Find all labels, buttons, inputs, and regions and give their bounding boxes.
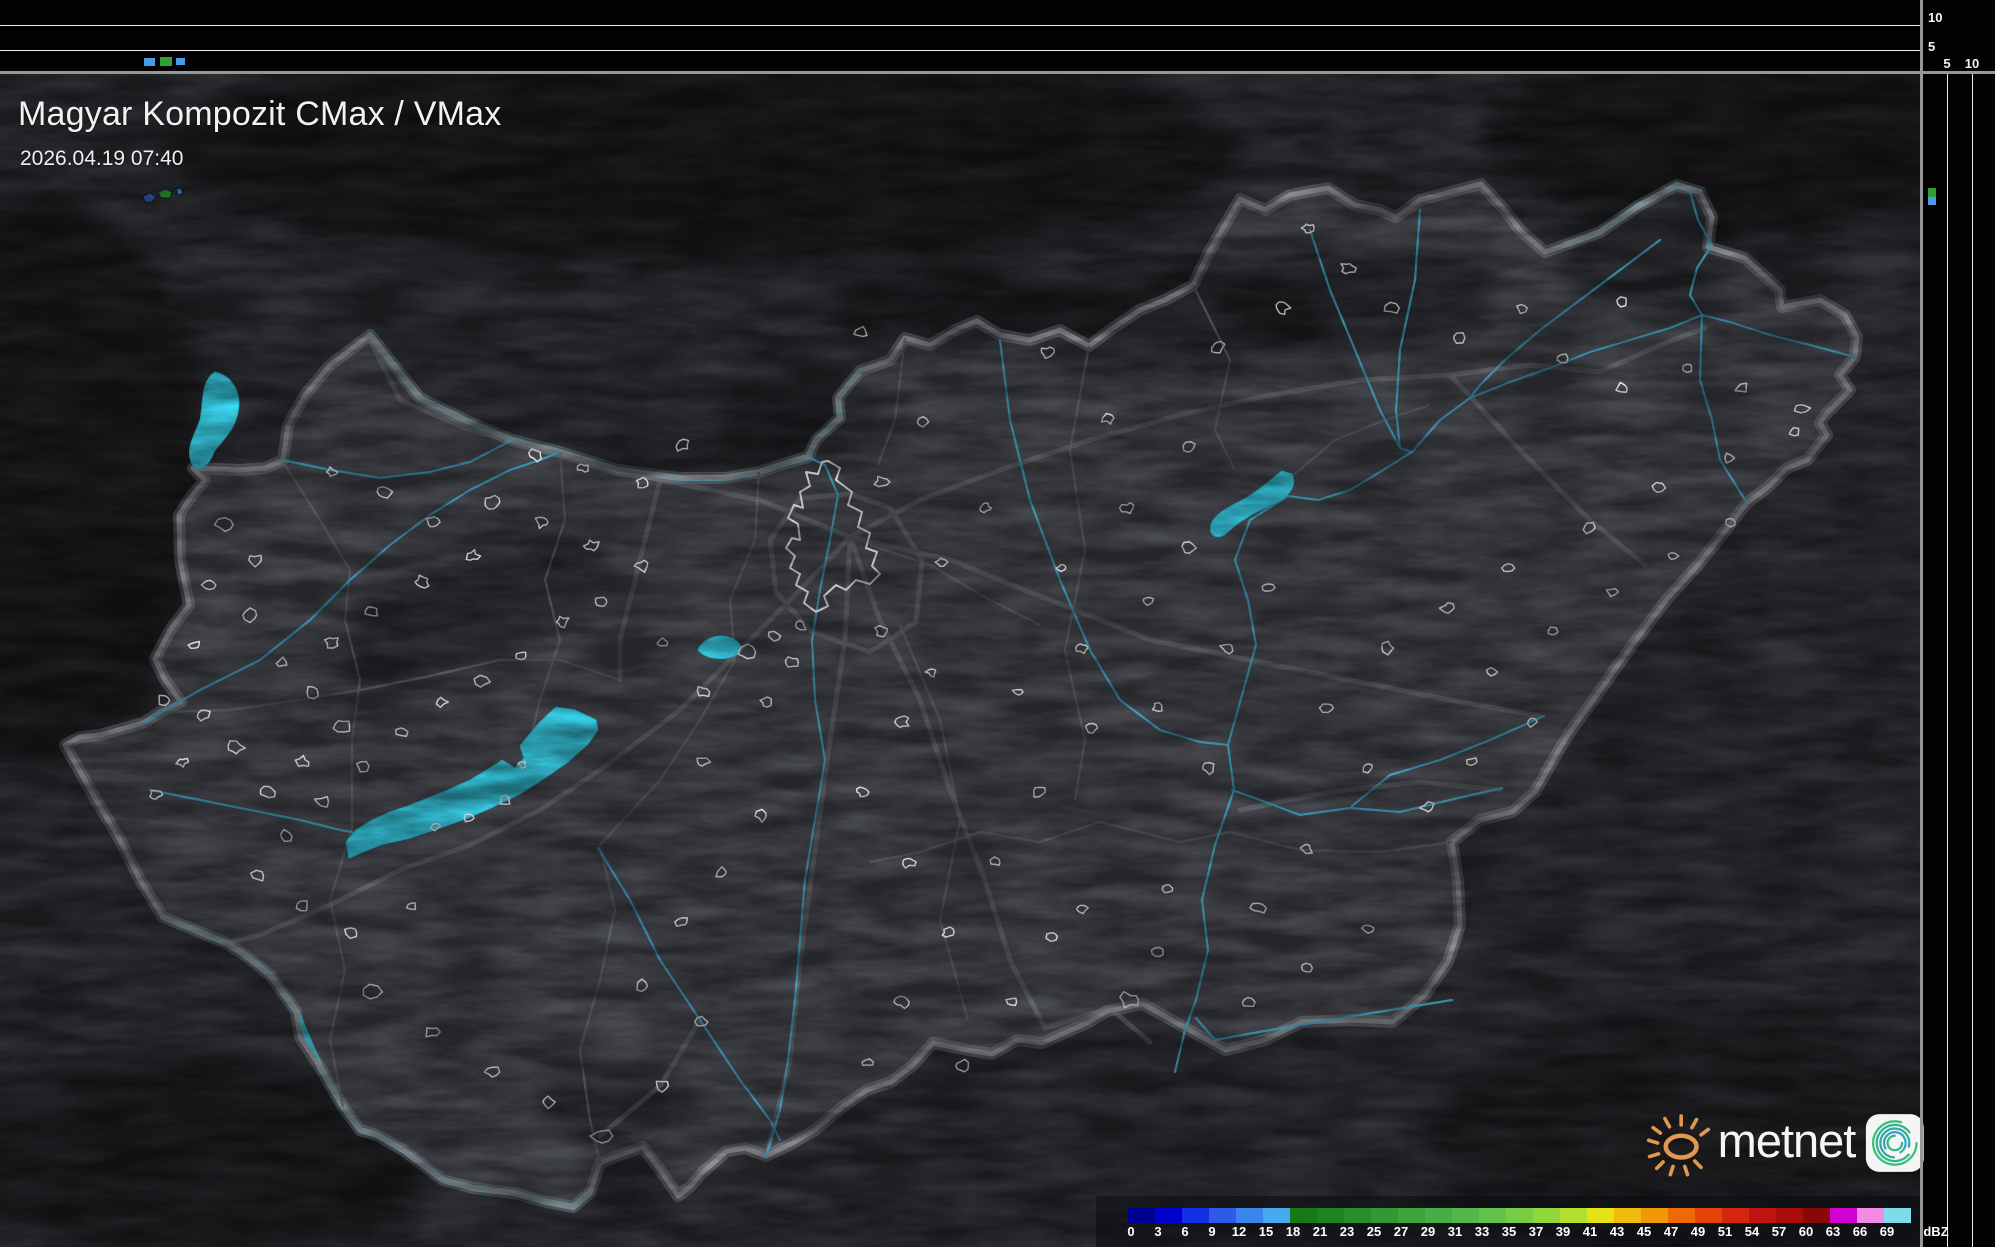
colorbar-cell — [1317, 1208, 1344, 1223]
top-profile-panel — [0, 0, 1920, 72]
colorbar-cell — [1884, 1208, 1911, 1223]
colorbar-cell — [1209, 1208, 1236, 1223]
page-title: Magyar Kompozit CMax / VMax — [18, 95, 502, 133]
colorbar-cell — [1155, 1208, 1182, 1223]
top-profile-echo-green — [160, 57, 172, 66]
colorbar-cell — [1668, 1208, 1695, 1223]
radar-map — [0, 35, 1995, 1247]
top-profile-axis-label-5: 5 — [1928, 39, 1936, 54]
colorbar-cell — [1830, 1208, 1857, 1223]
colorbar-tick-label: 18 — [1285, 1224, 1301, 1239]
sun-icon — [1646, 1114, 1711, 1177]
colorbar-tick-label: 57 — [1771, 1224, 1787, 1239]
terrain-texture — [0, 72, 1920, 1247]
colorbar-cell — [1776, 1208, 1803, 1223]
top-profile-echo-blue — [144, 58, 155, 66]
colorbar-cell — [1236, 1208, 1263, 1223]
colorbar-tick-label: 25 — [1366, 1224, 1382, 1239]
colorbar-tick-label: 12 — [1231, 1224, 1247, 1239]
colorbar-tick-label: 0 — [1127, 1224, 1135, 1239]
colorbar-tick-label: 43 — [1609, 1224, 1625, 1239]
colorbar-cell — [1344, 1208, 1371, 1223]
colorbar-tick-label: 9 — [1208, 1224, 1216, 1239]
colorbar-cell — [1506, 1208, 1533, 1223]
colorbar-cell — [1533, 1208, 1560, 1223]
colorbar-cell — [1641, 1208, 1668, 1223]
colorbar-cell — [1371, 1208, 1398, 1223]
colorbar-tick-label: 66 — [1852, 1224, 1868, 1239]
colorbar-unit-label: dBZ — [1923, 1224, 1949, 1239]
colorbar-tick-label: 15 — [1258, 1224, 1274, 1239]
colorbar-cell — [1128, 1208, 1155, 1223]
colorbar-tick-label: 54 — [1744, 1224, 1760, 1239]
colorbar-tick-label: 29 — [1420, 1224, 1436, 1239]
colorbar-cell — [1695, 1208, 1722, 1223]
colorbar-tick-label: 63 — [1825, 1224, 1841, 1239]
colorbar-cell — [1479, 1208, 1506, 1223]
colorbar-tick-label: 51 — [1717, 1224, 1733, 1239]
right-profile-gridline-10km — [1972, 74, 1973, 1247]
right-profile-echo-green — [1928, 188, 1936, 197]
colorbar-cell — [1263, 1208, 1290, 1223]
right-profile-gridline-5km — [1947, 74, 1948, 1247]
colorbar-tick-label: 35 — [1501, 1224, 1517, 1239]
colorbar-cell — [1560, 1208, 1587, 1223]
colorbar-tick-label: 31 — [1447, 1224, 1463, 1239]
colorbar-tick-label: 39 — [1555, 1224, 1571, 1239]
top-profile-axis-label-10: 10 — [1928, 10, 1943, 25]
dbz-colorbar: 0 3 6 9 12 15 18 21 23 25 27 29 31 33 35 37 39 41 43 45 47 49… — [1096, 1196, 1949, 1247]
colorbar-cell — [1803, 1208, 1830, 1223]
colorbar-tick-label: 47 — [1663, 1224, 1679, 1239]
colorbar-tick-label: 3 — [1154, 1224, 1162, 1239]
colorbar-tick-label: 6 — [1181, 1224, 1189, 1239]
colorbar-cells — [1128, 1208, 1911, 1223]
colorbar-cell — [1425, 1208, 1452, 1223]
colorbar-tick-label: 60 — [1798, 1224, 1814, 1239]
colorbar-cell — [1587, 1208, 1614, 1223]
metnet-logo[interactable]: metnet — [1645, 1103, 1925, 1183]
right-profile-panel: 10 5 5 10 — [1920, 0, 1995, 1247]
logo-text[interactable]: metnet — [1717, 1113, 1857, 1167]
colorbar-cell — [1452, 1208, 1479, 1223]
colorbar-tick-label: 27 — [1393, 1224, 1409, 1239]
colorbar-cell — [1614, 1208, 1641, 1223]
colorbar-tick-label: 69 — [1879, 1224, 1895, 1239]
map-svg — [0, 35, 1995, 1247]
right-profile-axis-label-5: 5 — [1943, 56, 1951, 71]
timestamp: 2026.04.19 07:40 — [20, 147, 184, 170]
colorbar-tick-label: 45 — [1636, 1224, 1652, 1239]
colorbar-tick-label: 49 — [1690, 1224, 1706, 1239]
colorbar-tick-label: 37 — [1528, 1224, 1544, 1239]
colorbar-tick-label: 41 — [1582, 1224, 1598, 1239]
colorbar-cell — [1857, 1208, 1884, 1223]
colorbar-ticks: 0 3 6 9 12 15 18 21 23 25 27 29 31 33 35 37 39 41 43 45 47 49… — [1127, 1224, 1948, 1240]
colorbar-tick-label: 23 — [1339, 1224, 1355, 1239]
right-profile-axis-label-10: 10 — [1964, 56, 1980, 71]
top-profile-gridline-5km — [0, 50, 1920, 51]
panel-separator-vertical — [1920, 0, 1923, 1247]
colorbar-cell — [1722, 1208, 1749, 1223]
top-profile-gridline-10km — [0, 25, 1920, 26]
metnet-app-icon[interactable] — [1865, 1110, 1925, 1176]
colorbar-cell — [1749, 1208, 1776, 1223]
colorbar-tick-label: 21 — [1312, 1224, 1328, 1239]
top-profile-echo-blue2 — [176, 58, 185, 65]
panel-separator-horizontal — [0, 71, 1995, 74]
colorbar-cell — [1182, 1208, 1209, 1223]
colorbar-cell — [1398, 1208, 1425, 1223]
colorbar-cell — [1290, 1208, 1317, 1223]
colorbar-tick-label: 33 — [1474, 1224, 1490, 1239]
right-profile-echo-blue — [1928, 197, 1936, 205]
